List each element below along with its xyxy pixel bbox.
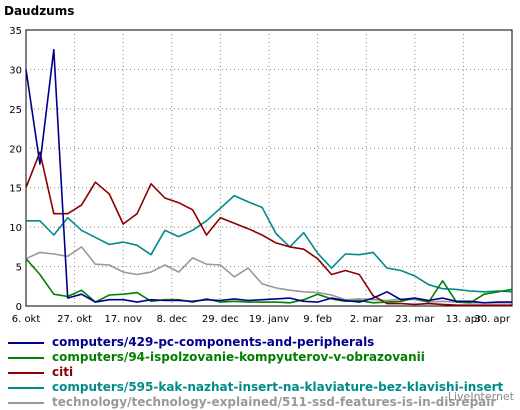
chart-title: Daudzums (4, 4, 75, 18)
legend-item: technology/technology-explained/511-ssd-… (8, 395, 518, 410)
plot-area (25, 29, 513, 307)
x-tick-label: 8. dec (156, 314, 187, 325)
legend-item: computers/94-ispolzovanie-kompyuterov-v-… (8, 350, 518, 365)
y-tick-label: 0 (16, 302, 22, 313)
y-tick-label: 30 (9, 65, 22, 76)
y-tick-label: 15 (9, 184, 22, 195)
x-tick-label: 9. feb (303, 314, 332, 325)
legend-swatch (8, 387, 44, 389)
x-tick-label: 17. nov (104, 314, 142, 325)
y-tick-label: 25 (9, 105, 22, 116)
legend-label: citi (52, 365, 74, 379)
y-tick-label: 10 (9, 223, 22, 234)
y-tick-label: 20 (9, 144, 22, 155)
x-tick-label: 2. mar (350, 314, 384, 325)
legend-label: computers/595-kak-nazhat-insert-na-klavi… (52, 380, 504, 394)
series-line (25, 258, 513, 304)
legend-item: computers/429-pc-components-and-peripher… (8, 335, 518, 350)
legend-label: computers/429-pc-components-and-peripher… (52, 335, 375, 349)
legend-swatch (8, 357, 44, 359)
x-tick-label: 29. dec (202, 314, 239, 325)
legend-label: computers/94-ispolzovanie-kompyuterov-v-… (52, 350, 425, 364)
legend-item: computers/595-kak-nazhat-insert-na-klavi… (8, 380, 518, 395)
legend-swatch (8, 342, 44, 344)
watermark: LiveInternet (447, 390, 514, 403)
series-line (26, 194, 513, 293)
x-tick-label: 13. apr (446, 314, 483, 325)
series-line (25, 48, 512, 304)
x-tick-label: 6. okt (12, 314, 41, 325)
legend: computers/429-pc-components-and-peripher… (8, 335, 518, 410)
series-layer (25, 48, 513, 307)
legend-item: citi (8, 365, 518, 380)
series-line (25, 246, 512, 304)
legend-swatch (8, 402, 44, 404)
x-tick-label: 30. apr (474, 314, 511, 325)
y-tick-label: 35 (9, 26, 22, 37)
legend-label: technology/technology-explained/511-ssd-… (52, 395, 497, 409)
x-tick-label: 23. mar (395, 314, 435, 325)
series-line (25, 151, 512, 307)
x-tick-label: 19. janv (249, 314, 289, 325)
line-chart: 0 5 10 15 20 25 30 35 6. okt 27. okt 17. nov 8. dec… (9, 26, 513, 325)
x-tick-label: 27. okt (57, 314, 92, 325)
y-tick-label: 5 (16, 263, 22, 274)
axis-labels: 0 5 10 15 20 25 30 35 6. okt 27. okt 17. nov 8. dec… (9, 26, 511, 325)
legend-swatch (8, 372, 44, 374)
